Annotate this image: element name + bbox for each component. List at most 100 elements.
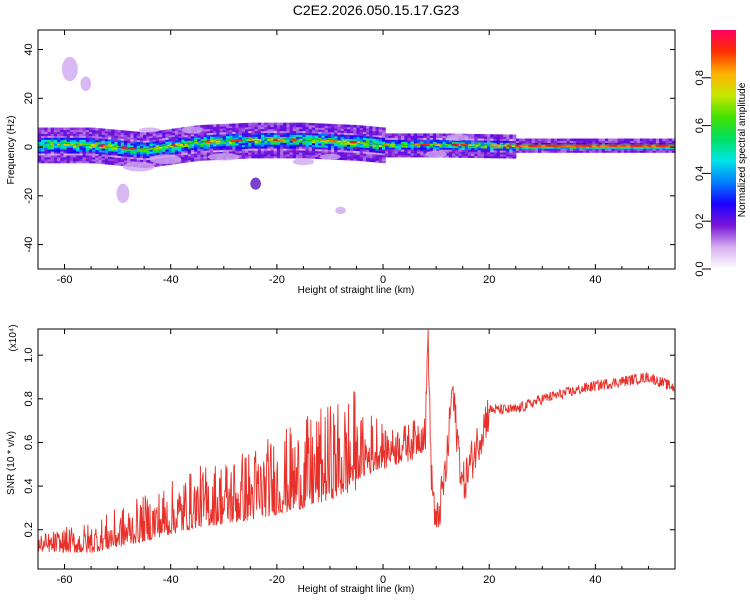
heat-cell (480, 151, 485, 155)
heat-cell (375, 142, 380, 146)
heat-cell (203, 142, 208, 145)
heat-cell (178, 160, 182, 164)
heat-cell (92, 139, 96, 142)
heat-cell (194, 148, 198, 152)
heat-cell (248, 140, 252, 143)
heat-cell (171, 150, 176, 153)
heat-cell (630, 146, 635, 149)
heat-cell (292, 134, 297, 137)
heat-cell (254, 155, 259, 159)
heat-cell (213, 136, 217, 139)
heat-cell (639, 150, 644, 153)
heat-cell (381, 148, 386, 152)
heat-cell (111, 137, 116, 140)
heat-cell (671, 146, 676, 149)
heat-cell (248, 128, 252, 132)
heat-cell (372, 157, 377, 161)
heat-cell (222, 137, 227, 141)
heat-cell (436, 145, 440, 148)
heat-cell (44, 152, 49, 156)
heat-cell (98, 128, 103, 131)
heat-cell (267, 149, 272, 153)
heat-cell (547, 142, 552, 145)
heat-cell (531, 142, 536, 145)
heat-cell (136, 159, 141, 162)
heat-cell (477, 151, 482, 155)
heat-cell (381, 133, 386, 136)
heat-cell (369, 157, 374, 161)
heat-cell (254, 148, 259, 151)
heat-cell (474, 149, 479, 153)
heat-cell (493, 151, 498, 155)
heat-cell (337, 141, 342, 145)
heat-cell (283, 140, 288, 143)
heat-cell (120, 138, 125, 141)
heat-cell (490, 151, 495, 155)
heat-cell (213, 128, 217, 131)
heat-cell (88, 133, 93, 136)
heat-cell (241, 125, 246, 128)
heat-cell (270, 144, 275, 147)
heat-cell (372, 159, 377, 163)
heat-cell (200, 148, 205, 151)
heat-cell (206, 124, 211, 128)
heat-cell (385, 145, 389, 148)
heat-cell (104, 158, 109, 161)
heat-cell (436, 135, 440, 138)
heat-cell (194, 154, 198, 158)
heat-cell (57, 147, 61, 150)
heat-cell (423, 154, 428, 158)
heat-cell (550, 138, 555, 142)
heat-cell (426, 141, 431, 144)
heat-cell (283, 144, 288, 147)
heat-cell (538, 142, 542, 145)
heat-cell (283, 142, 288, 145)
heat-cell (213, 132, 217, 135)
heat-cell (493, 138, 498, 141)
heat-cell (66, 127, 71, 131)
heat-cell (264, 130, 268, 134)
heat-cell (343, 144, 348, 147)
heat-cell (448, 143, 453, 146)
heat-cell (397, 143, 402, 146)
heat-cell (66, 133, 71, 136)
heat-cell (88, 137, 93, 140)
heat-cell (270, 149, 275, 153)
heat-cell (528, 146, 533, 149)
heat-cell (420, 139, 424, 142)
heat-cell (592, 148, 596, 151)
heat-cell (181, 135, 186, 138)
heat-cell (366, 147, 370, 151)
heat-cell (477, 147, 482, 151)
heat-cell (292, 142, 297, 145)
heat-cell (209, 151, 214, 155)
heat-cell (528, 142, 533, 145)
heat-cell (483, 136, 488, 139)
heat-cell (534, 148, 539, 151)
heat-cell (104, 140, 109, 144)
heat-cell (346, 140, 351, 143)
heat-cell (378, 154, 383, 158)
heat-cell (397, 150, 402, 154)
heat-cell (343, 132, 348, 135)
heat-cell (299, 122, 303, 126)
heat-cell (299, 153, 303, 157)
heat-cell (98, 157, 103, 161)
heat-cell (372, 132, 377, 135)
heat-cell (308, 144, 313, 147)
heat-cell (149, 137, 154, 141)
heat-cell (630, 138, 635, 142)
heat-cell (44, 147, 49, 150)
heat-cell (369, 143, 374, 147)
heat-cell (289, 132, 294, 135)
heat-cell (229, 133, 233, 136)
heat-cell (92, 133, 96, 137)
heat-cell (194, 135, 198, 138)
heat-cell (646, 142, 651, 145)
heat-cell (372, 144, 377, 147)
heat-cell (264, 148, 268, 151)
heat-cell (420, 147, 424, 150)
heat-cell (487, 141, 491, 145)
heat-cell (149, 131, 154, 135)
heat-cell (563, 140, 568, 144)
